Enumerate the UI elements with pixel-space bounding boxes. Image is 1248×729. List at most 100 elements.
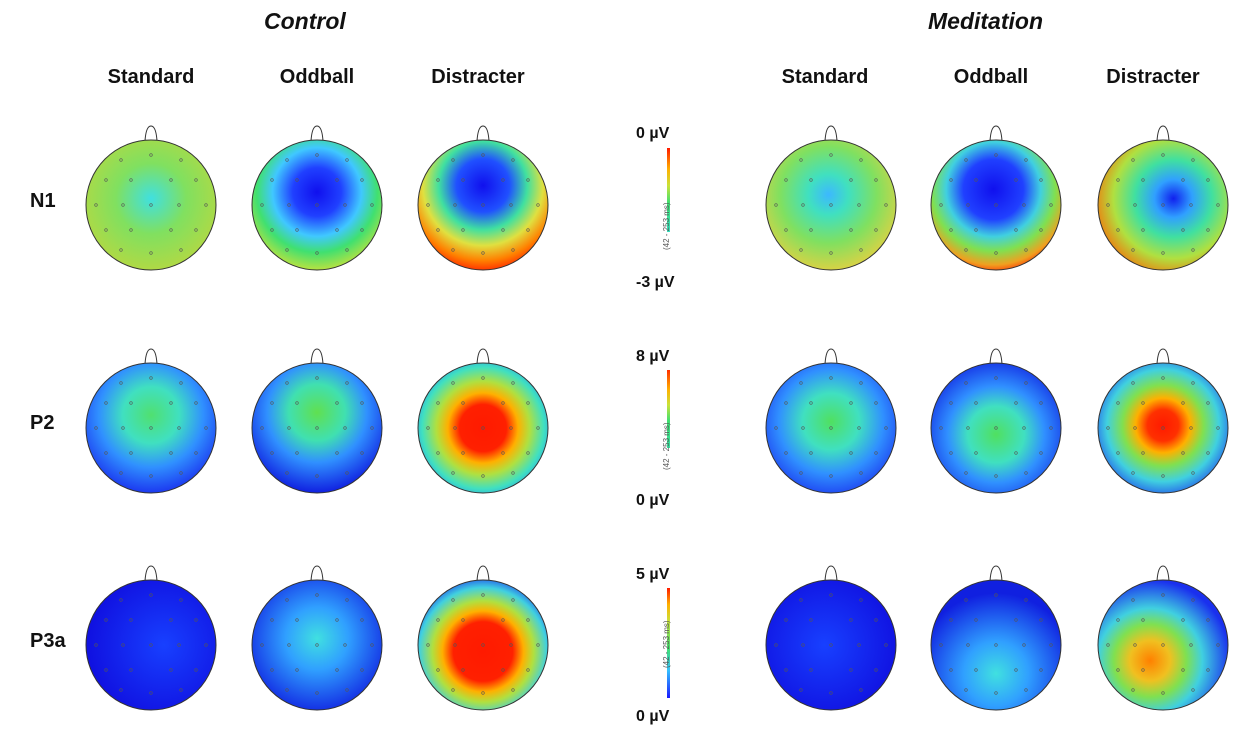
electrode-marker — [859, 471, 863, 475]
electrode-marker — [1181, 178, 1185, 182]
p3a-scale-bottom: 0 µV — [636, 708, 670, 725]
electrode-marker — [335, 401, 339, 405]
electrode-marker — [270, 178, 274, 182]
electrode-marker — [436, 228, 440, 232]
electrode-marker — [335, 668, 339, 672]
electrode-marker — [1131, 381, 1135, 385]
electrode-marker — [1131, 598, 1135, 602]
electrode-marker — [1216, 643, 1220, 647]
electrode-marker — [436, 618, 440, 622]
electrode-marker — [801, 203, 805, 207]
n1-control-distracter-topomap — [417, 125, 549, 271]
nose-outline — [476, 348, 490, 365]
electrode-marker — [849, 451, 853, 455]
electrode-marker — [169, 451, 173, 455]
electrode-marker — [1022, 643, 1026, 647]
electrode-marker — [129, 228, 133, 232]
electrode-marker — [104, 668, 108, 672]
electrode-marker — [859, 688, 863, 692]
electrode-marker — [270, 668, 274, 672]
electrode-marker — [974, 668, 978, 672]
electrode-marker — [849, 401, 853, 405]
electrode-marker — [801, 426, 805, 430]
electrode-marker — [1039, 451, 1043, 455]
nose-outline — [476, 565, 490, 582]
n1-scale-note: (42 - 253 ms) — [662, 202, 671, 250]
electrode-marker — [149, 474, 153, 478]
electrode-marker — [315, 426, 319, 430]
electrode-marker — [1039, 401, 1043, 405]
electrode-marker — [295, 618, 299, 622]
electrode-marker — [1189, 203, 1193, 207]
scalp-map — [85, 139, 217, 271]
electrode-marker — [1206, 401, 1210, 405]
electrode-marker — [784, 401, 788, 405]
n1-control-standard-topomap — [85, 125, 217, 271]
electrode-marker — [501, 668, 505, 672]
electrode-marker — [964, 598, 968, 602]
electrode-marker — [481, 426, 485, 430]
p3a-meditation-standard-topomap — [765, 565, 897, 711]
electrode-marker — [426, 643, 430, 647]
scalp-map — [251, 139, 383, 271]
electrode-marker — [964, 688, 968, 692]
electrode-marker — [511, 158, 515, 162]
electrode-marker — [285, 688, 289, 692]
electrode-marker — [801, 643, 805, 647]
electrode-marker — [119, 471, 123, 475]
electrode-marker — [481, 251, 485, 255]
electrode-marker — [799, 688, 803, 692]
electrode-marker — [501, 401, 505, 405]
electrode-marker — [1216, 203, 1220, 207]
electrode-marker — [784, 228, 788, 232]
scalp-map — [417, 139, 549, 271]
electrode-marker — [1141, 178, 1145, 182]
electrode-marker — [179, 471, 183, 475]
electrode-marker — [1141, 228, 1145, 232]
electrode-marker — [1161, 643, 1165, 647]
electrode-marker — [370, 643, 374, 647]
electrode-marker — [509, 426, 513, 430]
nose-outline — [989, 565, 1003, 582]
electrode-marker — [436, 401, 440, 405]
electrode-marker — [1116, 178, 1120, 182]
electrode-marker — [949, 401, 953, 405]
electrode-marker — [974, 618, 978, 622]
electrode-marker — [1181, 401, 1185, 405]
electrode-marker — [966, 426, 970, 430]
electrode-marker — [461, 668, 465, 672]
electrode-marker — [104, 618, 108, 622]
electrode-marker — [829, 376, 833, 380]
nose-outline — [1156, 348, 1170, 365]
electrode-marker — [501, 178, 505, 182]
electrode-marker — [194, 178, 198, 182]
electrode-marker — [857, 426, 861, 430]
electrode-marker — [119, 158, 123, 162]
electrode-marker — [829, 203, 833, 207]
electrode-marker — [370, 426, 374, 430]
electrode-marker — [1116, 228, 1120, 232]
electrode-marker — [345, 471, 349, 475]
electrode-marker — [1181, 618, 1185, 622]
electrode-marker — [179, 598, 183, 602]
p2-meditation-distracter-topomap — [1097, 348, 1229, 494]
electrode-marker — [451, 381, 455, 385]
electrode-marker — [345, 248, 349, 252]
electrode-marker — [149, 426, 153, 430]
electrode-marker — [426, 426, 430, 430]
electrode-marker — [994, 153, 998, 157]
electrode-marker — [857, 203, 861, 207]
electrode-marker — [859, 158, 863, 162]
electrode-marker — [94, 643, 98, 647]
electrode-marker — [315, 251, 319, 255]
electrode-marker — [315, 203, 319, 207]
electrode-marker — [1014, 668, 1018, 672]
electrode-marker — [104, 401, 108, 405]
electrode-marker — [849, 668, 853, 672]
electrode-marker — [859, 381, 863, 385]
electrode-marker — [1039, 618, 1043, 622]
electrode-marker — [511, 598, 515, 602]
electrode-marker — [149, 153, 153, 157]
p2-scale-bar — [667, 370, 670, 448]
electrode-marker — [509, 203, 513, 207]
